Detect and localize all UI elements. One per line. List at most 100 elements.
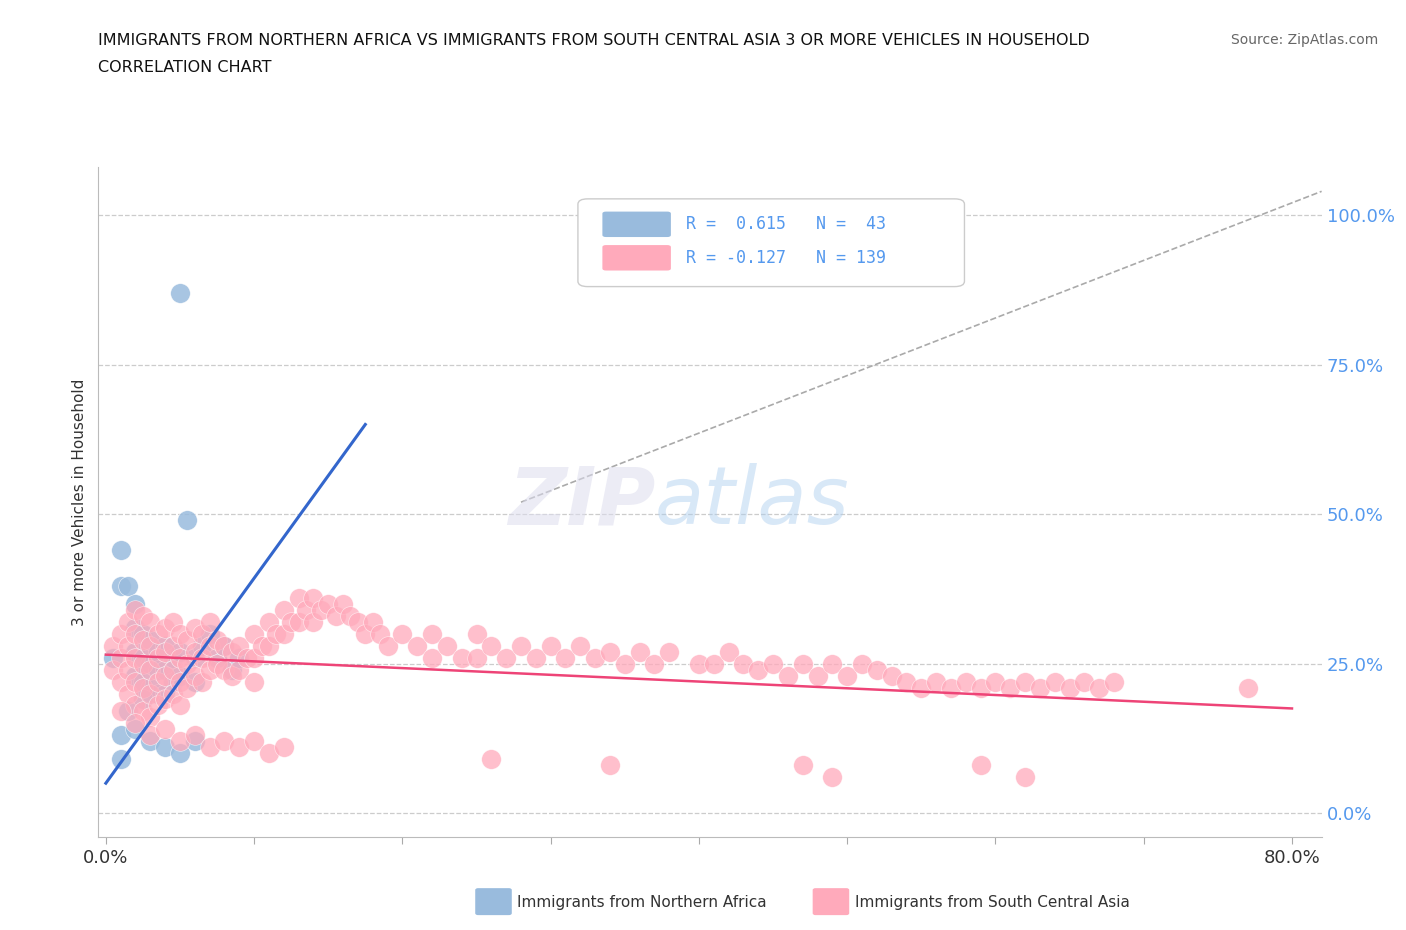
Point <box>110 578 132 593</box>
Point <box>821 657 844 671</box>
Point <box>205 657 228 671</box>
Point <box>117 662 139 677</box>
Point <box>479 751 502 766</box>
Point <box>257 746 280 761</box>
Point <box>266 626 288 641</box>
Point <box>117 578 139 593</box>
Point <box>1073 674 1095 689</box>
Point <box>198 662 221 677</box>
Point <box>235 650 257 665</box>
Point <box>228 650 250 665</box>
Point <box>176 512 198 527</box>
Point <box>198 638 221 653</box>
Point <box>153 740 176 755</box>
Point <box>139 657 162 671</box>
Point <box>191 626 214 641</box>
Point <box>139 638 162 653</box>
Point <box>132 692 155 707</box>
Text: ZIP: ZIP <box>508 463 655 541</box>
Point <box>162 674 184 689</box>
Point <box>139 710 162 724</box>
Point <box>221 668 243 683</box>
Point <box>325 608 347 623</box>
Point <box>658 644 681 659</box>
Point <box>124 674 146 689</box>
Point <box>117 704 139 719</box>
Point <box>436 638 458 653</box>
Point <box>169 626 191 641</box>
Point <box>103 662 125 677</box>
Point <box>124 644 146 659</box>
Point <box>1088 680 1111 695</box>
Y-axis label: 3 or more Vehicles in Household: 3 or more Vehicles in Household <box>72 379 87 626</box>
Point <box>361 615 384 630</box>
Point <box>139 686 162 701</box>
Text: atlas: atlas <box>655 463 849 541</box>
Point <box>146 662 169 677</box>
Point <box>302 615 325 630</box>
Point <box>117 615 139 630</box>
Point <box>280 615 302 630</box>
Point <box>880 668 903 683</box>
Point <box>124 596 146 611</box>
Point <box>1059 680 1081 695</box>
Point <box>228 662 250 677</box>
Point <box>257 638 280 653</box>
Point <box>184 668 207 683</box>
Point <box>583 650 606 665</box>
Point <box>479 638 502 653</box>
Point <box>132 632 155 647</box>
Text: R =  0.615   N =  43: R = 0.615 N = 43 <box>686 216 886 233</box>
Point <box>132 680 155 695</box>
Point <box>162 650 184 665</box>
Point <box>214 734 236 749</box>
Point <box>110 751 132 766</box>
Point <box>198 626 221 641</box>
Point <box>540 638 562 653</box>
Point <box>717 644 740 659</box>
Point <box>273 603 295 618</box>
Point <box>688 657 710 671</box>
Point <box>599 758 621 773</box>
Point <box>243 626 266 641</box>
Point <box>851 657 873 671</box>
Point <box>146 626 169 641</box>
Point <box>1236 680 1258 695</box>
Point <box>309 603 332 618</box>
Point <box>132 626 155 641</box>
Text: Immigrants from Northern Africa: Immigrants from Northern Africa <box>517 895 768 910</box>
Point <box>524 650 547 665</box>
Point <box>955 674 977 689</box>
Point <box>250 638 273 653</box>
Point <box>599 644 621 659</box>
Point <box>896 674 918 689</box>
Point <box>198 615 221 630</box>
Point <box>117 638 139 653</box>
Point <box>214 662 236 677</box>
FancyBboxPatch shape <box>602 246 671 271</box>
Point <box>169 698 191 713</box>
Point <box>243 734 266 749</box>
Point <box>214 638 236 653</box>
Point <box>162 638 184 653</box>
Point <box>132 608 155 623</box>
Point <box>153 668 176 683</box>
Point <box>939 680 962 695</box>
Point <box>925 674 948 689</box>
Point <box>139 728 162 743</box>
Point <box>984 674 1007 689</box>
Point <box>221 662 243 677</box>
Point <box>132 650 155 665</box>
Point <box>554 650 576 665</box>
Point <box>176 680 198 695</box>
Point <box>110 542 132 557</box>
Point <box>103 638 125 653</box>
Point <box>495 650 517 665</box>
Point <box>124 698 146 713</box>
Point <box>184 734 207 749</box>
Point <box>910 680 932 695</box>
Point <box>287 591 309 605</box>
Point <box>806 668 828 683</box>
Point <box>153 692 176 707</box>
Point <box>866 662 889 677</box>
